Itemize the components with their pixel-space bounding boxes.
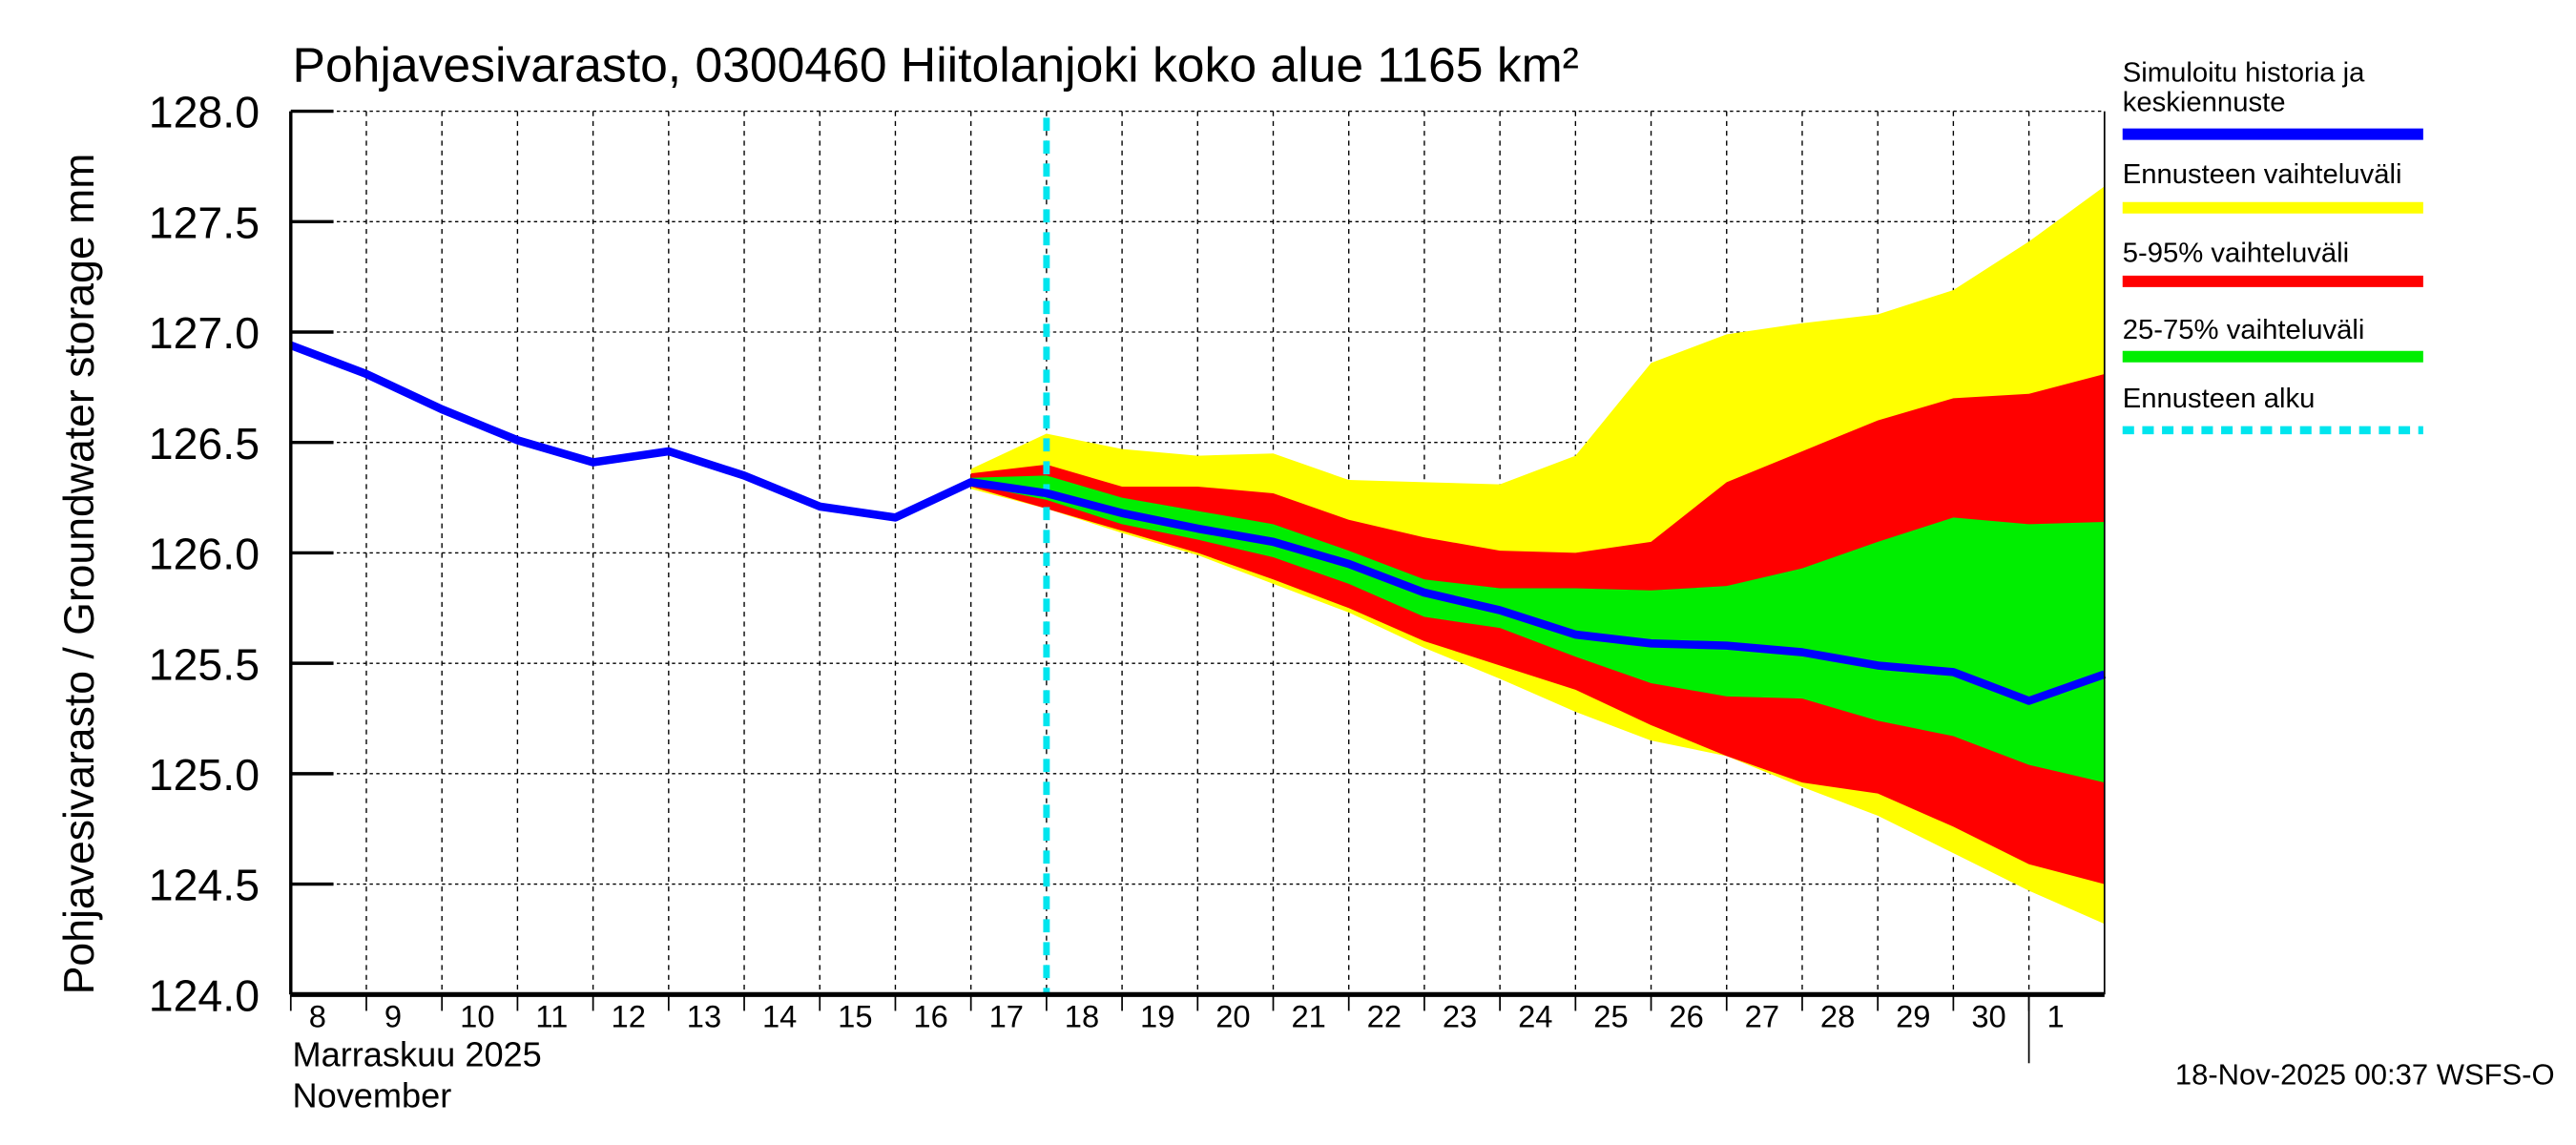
legend-label: Simuloitu historia ja	[2123, 58, 2365, 89]
y-tick-label: 126.0	[149, 530, 260, 579]
x-tick-label: 18	[1065, 999, 1099, 1034]
x-tick-label: 1	[2047, 999, 2065, 1034]
chart-title: Pohjavesivarasto, 0300460 Hiitolanjoki k…	[293, 37, 1579, 93]
legend-label: Ennusteen alku	[2123, 384, 2316, 414]
axes: 124.0 124.5 125.0 125.5 126.0 126.5 127.0 127.5…	[149, 88, 2106, 1064]
x-tick-label: 13	[687, 999, 721, 1034]
x-tick-label: 16	[913, 999, 947, 1034]
x-tick-label: 12	[612, 999, 646, 1034]
legend-label: 25-75% vaihteluväli	[2123, 315, 2365, 345]
footer-timestamp: 18-Nov-2025 00:37 WSFS-O	[2175, 1058, 2555, 1092]
x-tick-label: 29	[1896, 999, 1930, 1034]
y-tick-label: 127.5	[149, 198, 260, 248]
median-line	[289, 341, 2107, 705]
x-tick-label: 27	[1745, 999, 1779, 1034]
y-tick-label: 124.5	[149, 861, 260, 910]
y-axis-label: Pohjavesivarasto / Groundwater storage m…	[56, 154, 103, 995]
y-tick-label: 128.0	[149, 88, 260, 137]
legend-label: 5-95% vaihteluväli	[2123, 238, 2349, 268]
x-axis-label-fi: Marraskuu 2025	[293, 1035, 542, 1074]
x-tick-label: 25	[1593, 999, 1628, 1034]
x-tick-label: 30	[1971, 999, 2005, 1034]
legend-label: keskiennuste	[2123, 88, 2286, 118]
y-tick-label: 126.5	[149, 419, 260, 468]
x-tick-label: 24	[1518, 999, 1552, 1034]
x-tick-label: 21	[1291, 999, 1325, 1034]
bands	[970, 186, 2105, 925]
x-tick-label: 20	[1215, 999, 1250, 1034]
y-tick-label: 127.0	[149, 308, 260, 358]
p25-75-band	[970, 475, 2105, 783]
x-tick-label: 19	[1140, 999, 1174, 1034]
x-tick-label: 9	[384, 999, 402, 1034]
x-axis-label-en: November	[293, 1076, 452, 1115]
x-tick-label: 11	[535, 999, 568, 1034]
y-tick-label: 125.5	[149, 639, 260, 689]
y-tick-label: 124.0	[149, 971, 260, 1021]
x-tick-label: 17	[989, 999, 1024, 1034]
y-tick-label: 125.0	[149, 750, 260, 800]
x-tick-label: 23	[1443, 999, 1477, 1034]
x-tick-label: 8	[309, 999, 326, 1034]
legend-label: Ennusteen vaihteluväli	[2123, 159, 2402, 190]
x-tick-label: 14	[762, 999, 797, 1034]
x-tick-label: 22	[1367, 999, 1402, 1034]
x-tick-label: 15	[838, 999, 872, 1034]
x-tick-label: 28	[1820, 999, 1855, 1034]
x-tick-label: 10	[460, 999, 494, 1034]
x-tick-label: 26	[1669, 999, 1703, 1034]
